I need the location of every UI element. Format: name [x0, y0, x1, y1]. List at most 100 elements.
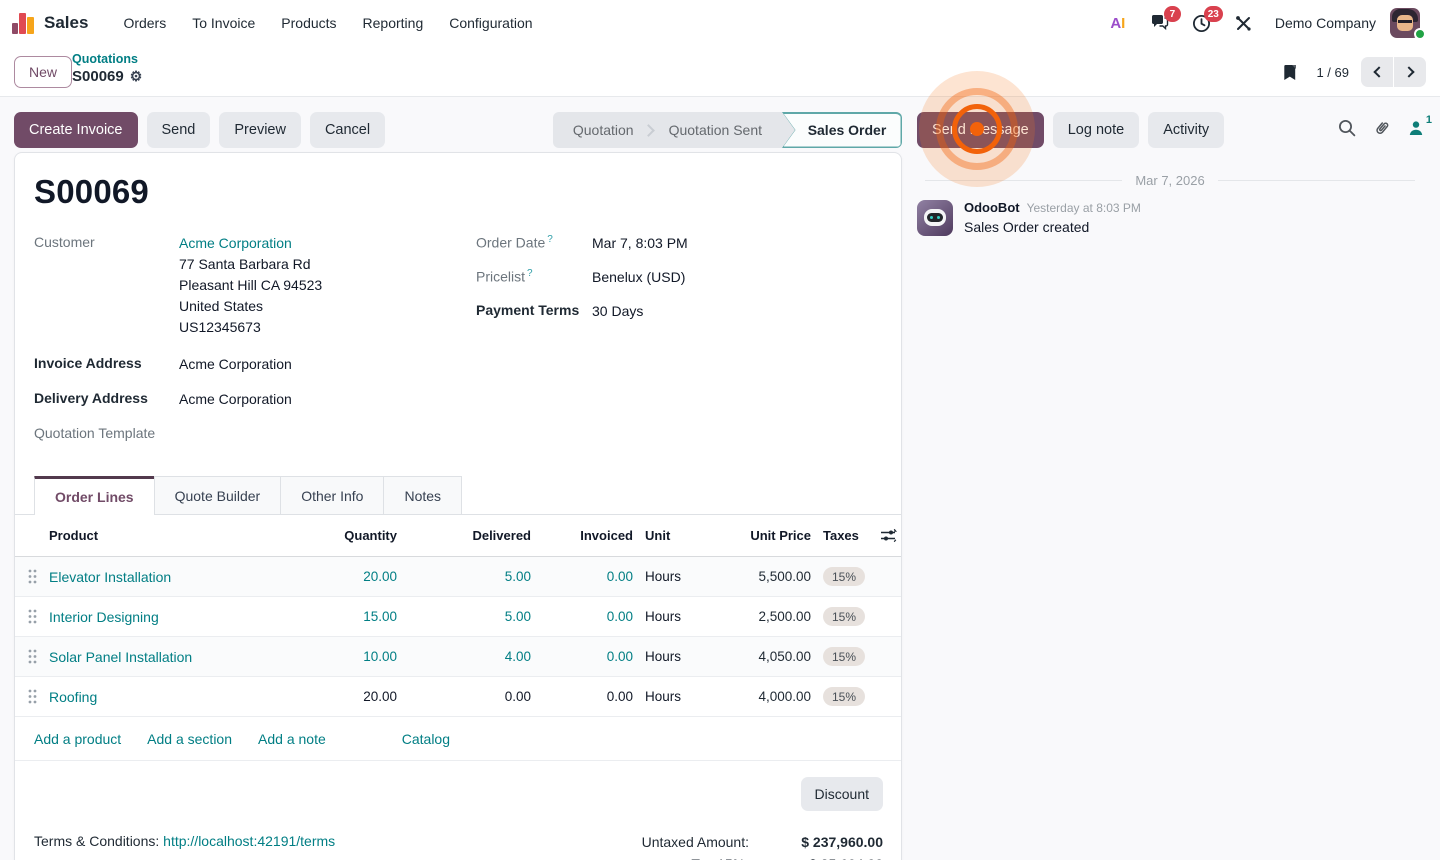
quantity-cell[interactable]: 20.00: [363, 569, 397, 584]
invoiced-cell[interactable]: 0.00: [606, 609, 633, 624]
tax-badge[interactable]: 15%: [823, 607, 866, 626]
unit-price-cell[interactable]: 5,500.00: [758, 569, 811, 584]
menu-orders[interactable]: Orders: [123, 15, 167, 31]
drag-handle-icon[interactable]: [15, 569, 49, 584]
quantity-cell[interactable]: 20.00: [363, 689, 397, 704]
menu-to-invoice[interactable]: To Invoice: [192, 15, 256, 31]
activity-button[interactable]: Activity: [1148, 112, 1225, 148]
app-switcher[interactable]: Sales: [12, 12, 88, 34]
status-step-sales-order[interactable]: Sales Order: [782, 112, 902, 148]
header-product[interactable]: Product: [49, 528, 99, 543]
drag-handle-icon[interactable]: [15, 609, 49, 624]
drag-handle-icon[interactable]: [15, 689, 49, 704]
create-invoice-button[interactable]: Create Invoice: [14, 112, 138, 148]
add-note-link[interactable]: Add a note: [258, 730, 326, 747]
order-line-row[interactable]: Interior Designing 15.00 5.00 0.00 Hours…: [15, 597, 901, 637]
drag-handle-icon[interactable]: [15, 649, 49, 664]
pricelist-value[interactable]: Benelux (USD): [592, 269, 686, 285]
ai-button[interactable]: AI: [1101, 6, 1135, 40]
optional-columns-button[interactable]: [875, 528, 901, 543]
unit-cell[interactable]: Hours: [645, 649, 682, 664]
add-product-link[interactable]: Add a product: [34, 730, 122, 747]
search-messages-button[interactable]: [1338, 119, 1356, 137]
send-button[interactable]: Send: [146, 112, 211, 148]
document-title[interactable]: S00069: [34, 173, 149, 210]
invoiced-cell[interactable]: 0.00: [606, 689, 633, 704]
status-step-quotation[interactable]: Quotation: [572, 122, 634, 138]
delivered-cell[interactable]: 5.00: [504, 609, 531, 624]
bookmark-button[interactable]: [1276, 58, 1304, 86]
header-quantity[interactable]: Quantity: [344, 528, 397, 543]
menu-reporting[interactable]: Reporting: [362, 15, 424, 31]
product-link[interactable]: Interior Designing: [49, 608, 159, 625]
order-date-value[interactable]: Mar 7, 8:03 PM: [592, 235, 688, 251]
tab-quote-builder[interactable]: Quote Builder: [153, 476, 282, 514]
invoice-address-label: Invoice Address: [34, 355, 142, 371]
product-link[interactable]: Elevator Installation: [49, 568, 172, 585]
catalog-link[interactable]: Catalog: [401, 730, 451, 747]
header-invoiced[interactable]: Invoiced: [580, 528, 633, 543]
debug-tools-button[interactable]: [1227, 6, 1261, 40]
tax-badge[interactable]: 15%: [823, 647, 866, 666]
tab-notes[interactable]: Notes: [383, 476, 463, 514]
tab-other-info[interactable]: Other Info: [280, 476, 385, 514]
breadcrumb: Quotations S00069 ⚙: [72, 52, 142, 86]
product-link[interactable]: Solar Panel Installation: [49, 648, 193, 665]
messages-button[interactable]: 7: [1143, 6, 1181, 40]
customer-address-line: 77 Santa Barbara Rd: [179, 256, 311, 272]
company-name[interactable]: Demo Company: [1274, 15, 1376, 31]
invoice-address-value[interactable]: Acme Corporation: [179, 356, 292, 372]
order-line-row[interactable]: Elevator Installation 20.00 5.00 0.00 Ho…: [15, 557, 901, 597]
delivery-address-value[interactable]: Acme Corporation: [179, 391, 292, 407]
new-button[interactable]: New: [14, 56, 73, 88]
payment-terms-value[interactable]: 30 Days: [592, 303, 644, 319]
gear-icon[interactable]: ⚙: [129, 68, 143, 85]
header-unit[interactable]: Unit: [645, 528, 671, 543]
unit-cell[interactable]: Hours: [645, 609, 682, 624]
header-delivered[interactable]: Delivered: [472, 528, 531, 543]
order-line-row[interactable]: Solar Panel Installation 10.00 4.00 0.00…: [15, 637, 901, 677]
unit-price-cell[interactable]: 4,050.00: [758, 649, 811, 664]
quantity-cell[interactable]: 15.00: [363, 609, 397, 624]
preview-button[interactable]: Preview: [219, 112, 301, 148]
header-unit-price[interactable]: Unit Price: [750, 528, 811, 543]
breadcrumb-quotations[interactable]: Quotations: [72, 52, 138, 66]
customer-link[interactable]: Acme Corporation: [179, 235, 292, 251]
product-link[interactable]: Roofing: [49, 688, 98, 705]
quantity-cell[interactable]: 10.00: [363, 649, 397, 664]
pager-previous-button[interactable]: [1361, 57, 1393, 87]
delivered-cell[interactable]: 0.00: [504, 689, 531, 704]
activities-button[interactable]: 23: [1185, 6, 1223, 40]
payment-terms-label: Payment Terms: [476, 302, 580, 318]
delivered-cell[interactable]: 5.00: [504, 569, 531, 584]
tax-badge[interactable]: 15%: [823, 687, 866, 706]
pager-next-button[interactable]: [1394, 57, 1426, 87]
attach-files-button[interactable]: [1373, 119, 1391, 137]
tax-badge[interactable]: 15%: [823, 567, 866, 586]
followers-button[interactable]: 1: [1408, 114, 1432, 136]
message-author[interactable]: OdooBot: [964, 200, 1020, 215]
user-avatar[interactable]: [1390, 8, 1420, 38]
date-divider-label: Mar 7, 2026: [1135, 173, 1205, 188]
menu-configuration[interactable]: Configuration: [449, 15, 533, 31]
cancel-button[interactable]: Cancel: [309, 112, 386, 148]
header-taxes[interactable]: Taxes: [823, 528, 859, 543]
status-step-quotation-sent[interactable]: Quotation Sent: [668, 122, 762, 138]
discount-button[interactable]: Discount: [800, 777, 883, 811]
chatter-buttons: Send message Log note Activity: [917, 112, 1225, 148]
delivered-cell[interactable]: 4.00: [504, 649, 531, 664]
add-section-link[interactable]: Add a section: [147, 730, 233, 747]
invoiced-cell[interactable]: 0.00: [606, 569, 633, 584]
unit-cell[interactable]: Hours: [645, 569, 682, 584]
unit-price-cell[interactable]: 2,500.00: [758, 609, 811, 624]
terms-link[interactable]: http://localhost:42191/terms: [163, 833, 336, 849]
log-note-button[interactable]: Log note: [1052, 112, 1140, 148]
unit-cell[interactable]: Hours: [645, 689, 682, 704]
unit-price-cell[interactable]: 4,000.00: [758, 689, 811, 704]
invoiced-cell[interactable]: 0.00: [606, 649, 633, 664]
menu-products[interactable]: Products: [281, 15, 337, 31]
send-message-button[interactable]: Send message: [917, 112, 1044, 148]
tab-order-lines[interactable]: Order Lines: [34, 476, 155, 515]
message-time: Yesterday at 8:03 PM: [1026, 201, 1141, 215]
order-line-row[interactable]: Roofing 20.00 0.00 0.00 Hours 4,000.00 1…: [15, 677, 901, 717]
